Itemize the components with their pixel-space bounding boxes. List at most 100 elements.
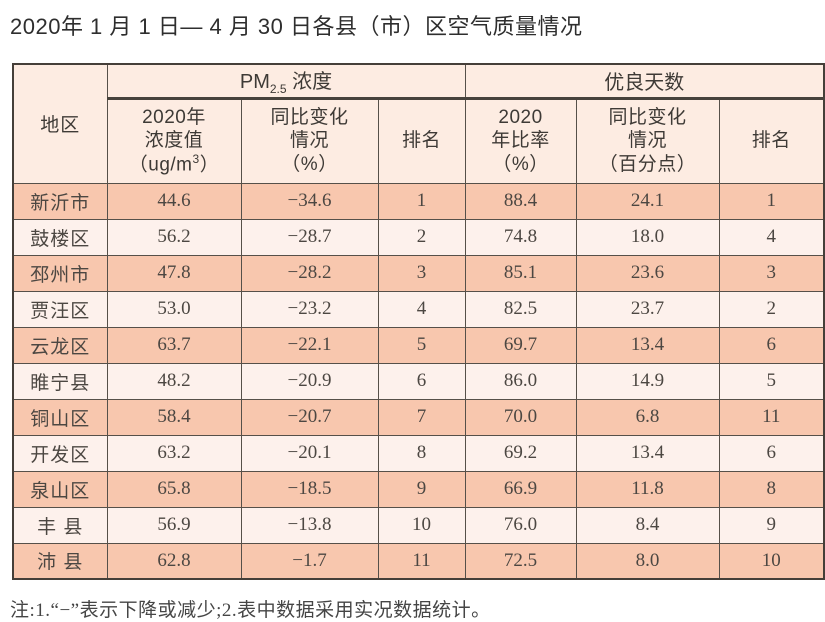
region-cell: 睢宁县 <box>12 362 108 400</box>
data-cell: −28.2 <box>240 254 379 292</box>
data-cell: 5 <box>718 362 825 400</box>
good-rate-header: 2020 年比率 （%） <box>464 97 577 184</box>
data-cell: 11.8 <box>575 470 720 508</box>
table-row: 开发区 63.2 −20.1 8 69.2 13.4 6 <box>12 434 825 472</box>
data-cell: 4 <box>718 218 825 256</box>
data-cell: −34.6 <box>240 182 379 220</box>
page-title: 2020年 1 月 1 日— 4 月 30 日各县（市）区空气质量情况 <box>10 14 583 39</box>
data-cell: 9 <box>718 506 825 544</box>
data-cell: 10 <box>377 506 466 544</box>
data-cell: −20.7 <box>240 398 379 436</box>
header-line: （%） <box>281 153 338 175</box>
data-cell: −1.7 <box>240 542 379 580</box>
good-rank-header: 排名 <box>718 97 825 184</box>
group-header-row: 地区 PM2.5 浓度 优良天数 <box>12 63 825 184</box>
pm25-group-header: PM2.5 浓度 <box>106 63 466 100</box>
data-cell: 23.6 <box>575 254 720 292</box>
data-cell: 56.9 <box>106 506 242 544</box>
table-row: 沛 县 62.8 −1.7 11 72.5 8.0 10 <box>12 542 825 580</box>
data-cell: 8.4 <box>575 506 720 544</box>
air-quality-table: 地区 PM2.5 浓度 优良天数 2020年 浓度值 （ug/m3） 同比变化 … <box>12 63 825 580</box>
data-cell: 85.1 <box>464 254 577 292</box>
unit-prefix: （ug/m <box>128 154 193 176</box>
header-line: 浓度值 <box>144 129 204 151</box>
data-cell: 70.0 <box>464 398 577 436</box>
good-days-group-header: 优良天数 <box>464 63 825 100</box>
table-row: 贾汪区 53.0 −23.2 4 82.5 23.7 2 <box>12 290 825 328</box>
data-cell: 8 <box>377 434 466 472</box>
data-cell: 14.9 <box>575 362 720 400</box>
data-cell: 4 <box>377 290 466 328</box>
data-cell: 69.7 <box>464 326 577 364</box>
pm-label-prefix: PM <box>239 71 270 94</box>
data-cell: 7 <box>377 398 466 436</box>
header-line: 2020年 <box>142 106 206 128</box>
good-change-header: 同比变化 情况 （百分点） <box>575 97 720 184</box>
data-cell: 62.8 <box>106 542 242 580</box>
table-row: 丰 县 56.9 −13.8 10 76.0 8.4 9 <box>12 506 825 544</box>
data-cell: 5 <box>377 326 466 364</box>
pm-label-suffix: 浓度 <box>286 71 333 94</box>
data-cell: −13.8 <box>240 506 379 544</box>
pm-label-subscript: 2.5 <box>269 82 287 97</box>
data-cell: 63.7 <box>106 326 242 364</box>
region-column-header: 地区 <box>12 63 108 184</box>
data-cell: 48.2 <box>106 362 242 400</box>
data-cell: 76.0 <box>464 506 577 544</box>
data-cell: 86.0 <box>464 362 577 400</box>
data-cell: 10 <box>718 542 825 580</box>
data-cell: 9 <box>377 470 466 508</box>
data-cell: −20.1 <box>240 434 379 472</box>
region-cell: 邳州市 <box>12 254 108 292</box>
pm-change-header: 同比变化 情况 （%） <box>240 97 379 184</box>
data-cell: 11 <box>718 398 825 436</box>
header-line: 2020 <box>498 107 543 129</box>
region-cell: 铜山区 <box>12 398 108 436</box>
data-cell: 6.8 <box>575 398 720 436</box>
table-row: 泉山区 65.8 −18.5 9 66.9 11.8 8 <box>12 470 825 508</box>
region-cell: 贾汪区 <box>12 290 108 328</box>
unit-suffix: ） <box>199 154 220 176</box>
header-line: 情况 <box>289 130 329 152</box>
data-cell: 8 <box>718 470 825 508</box>
header-line: （百分点） <box>598 153 697 175</box>
data-cell: 8.0 <box>575 542 720 580</box>
data-cell: 11 <box>377 542 466 580</box>
data-cell: 23.7 <box>575 290 720 328</box>
data-cell: 63.2 <box>106 434 242 472</box>
data-cell: 1 <box>718 182 825 220</box>
data-cell: 44.6 <box>106 182 242 220</box>
region-cell: 沛 县 <box>12 542 108 580</box>
data-cell: 65.8 <box>106 470 242 508</box>
data-cell: 13.4 <box>575 326 720 364</box>
table-body: 新沂市 44.6 −34.6 1 88.4 24.1 1 鼓楼区 56.2 −28.7 2 74.8 1… <box>12 182 825 580</box>
footnote: 注:1.“−”表示下降或减少;2.表中数据采用实况数据统计。 <box>10 600 491 621</box>
pm-rank-header: 排名 <box>377 97 466 184</box>
data-cell: 2 <box>377 218 466 256</box>
table-row: 新沂市 44.6 −34.6 1 88.4 24.1 1 <box>12 182 825 220</box>
header-line: （%） <box>492 153 549 175</box>
data-cell: 56.2 <box>106 218 242 256</box>
region-cell: 丰 县 <box>12 506 108 544</box>
header-line: 情况 <box>628 130 668 152</box>
pm-value-header: 2020年 浓度值 （ug/m3） <box>106 97 242 184</box>
region-cell: 云龙区 <box>12 326 108 364</box>
data-cell: 6 <box>718 326 825 364</box>
data-cell: 69.2 <box>464 434 577 472</box>
region-cell: 新沂市 <box>12 182 108 220</box>
region-cell: 鼓楼区 <box>12 218 108 256</box>
data-cell: 66.9 <box>464 470 577 508</box>
data-cell: −28.7 <box>240 218 379 256</box>
data-cell: 13.4 <box>575 434 720 472</box>
data-cell: 18.0 <box>575 218 720 256</box>
table-row: 邳州市 47.8 −28.2 3 85.1 23.6 3 <box>12 254 825 292</box>
region-cell: 开发区 <box>12 434 108 472</box>
table-row: 睢宁县 48.2 −20.9 6 86.0 14.9 5 <box>12 362 825 400</box>
header-line: 同比变化 <box>608 107 687 129</box>
data-cell: −18.5 <box>240 470 379 508</box>
header-line: 年比率 <box>491 130 550 152</box>
header-line: 同比变化 <box>270 107 349 129</box>
data-cell: 3 <box>377 254 466 292</box>
table-header: 地区 PM2.5 浓度 优良天数 2020年 浓度值 （ug/m3） 同比变化 … <box>12 63 825 184</box>
